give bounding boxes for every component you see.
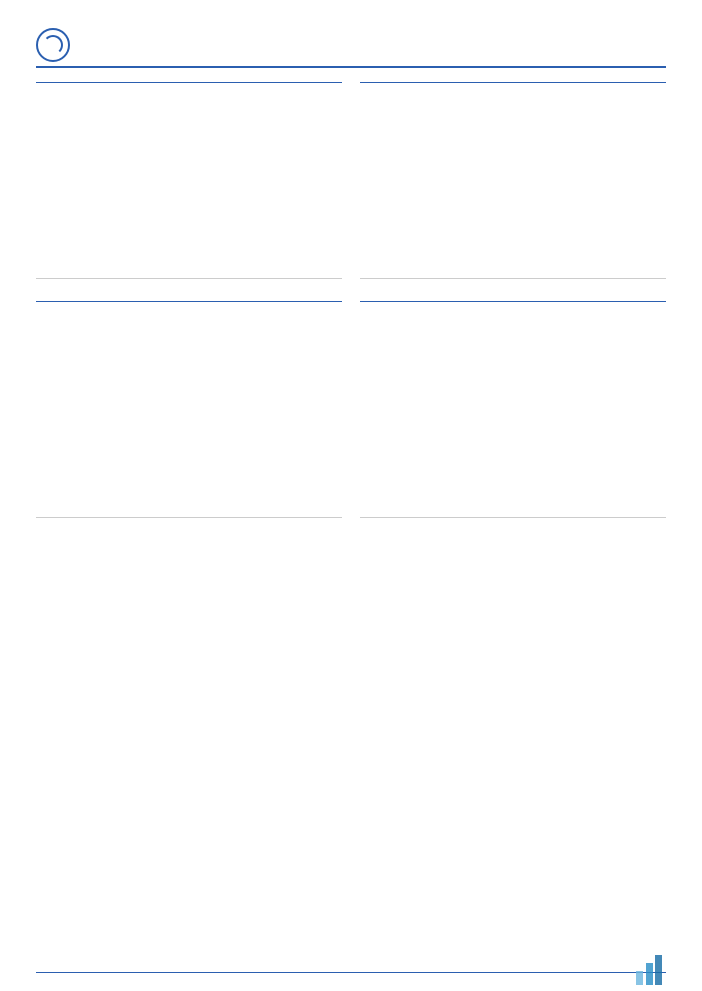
watermark [636,955,666,985]
chart-17-source [360,517,666,520]
chart-14-svg [36,87,342,271]
chart-17-svg [360,306,666,510]
page-header [36,28,666,68]
company-logo-block [36,28,78,62]
northeast-logo-icon [36,28,70,62]
charts-row-2 [36,297,666,520]
chart-16-svg [36,306,342,510]
charts-row-1 [36,78,666,281]
chart-16-source [36,517,342,520]
chart-17-block [360,297,666,520]
chart-14-block [36,78,342,281]
chart-16-title [36,297,342,302]
chart-14-title [36,78,342,83]
chart-15-title [360,78,666,83]
chart-16-block [36,297,342,520]
chart-15-svg [360,87,666,271]
chart-15-source [360,278,666,281]
watermark-bars-icon [636,955,662,985]
chart-14-source [36,278,342,281]
chart-15-block [360,78,666,281]
page-footer [36,972,666,977]
chart-17-title [360,297,666,302]
